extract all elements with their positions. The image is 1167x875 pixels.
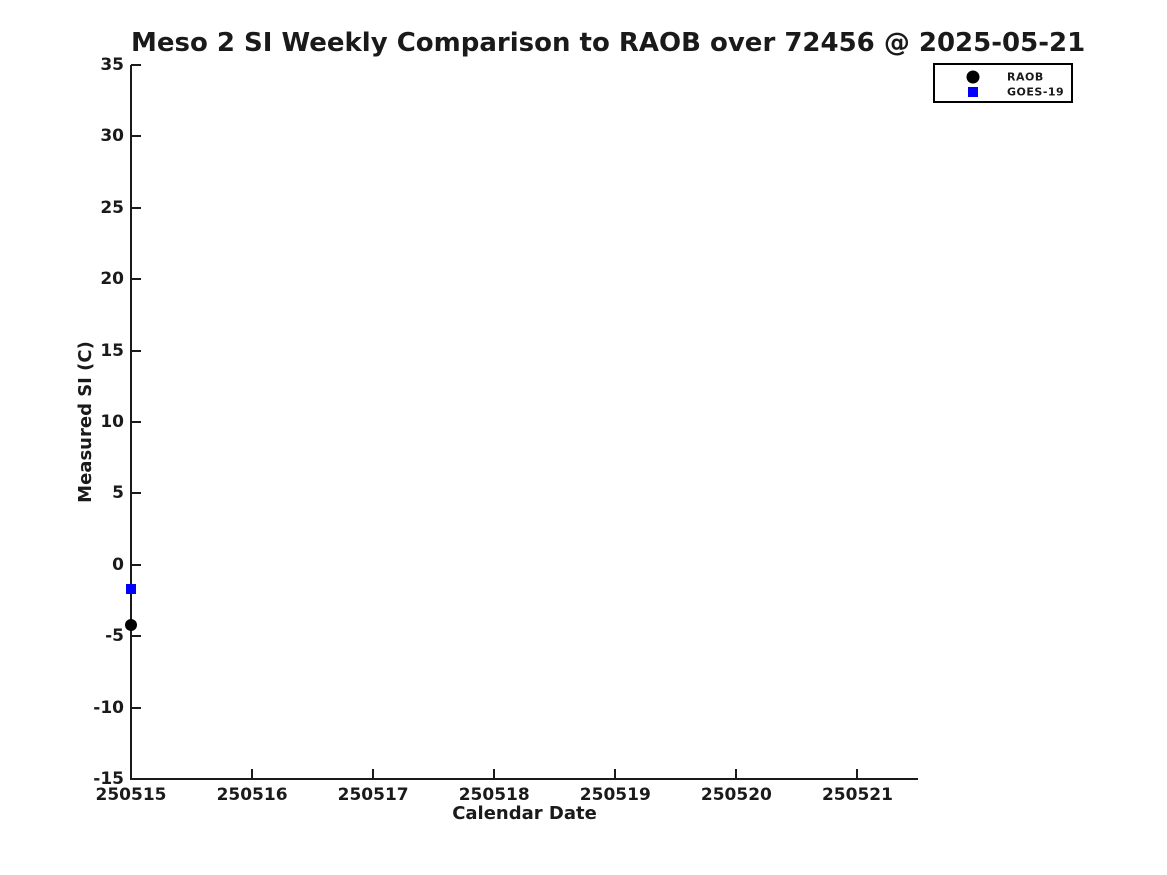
x-tick-mark bbox=[735, 769, 738, 779]
x-tick-mark bbox=[614, 769, 617, 779]
circle-marker-icon bbox=[966, 70, 980, 83]
legend-item-goes-19: GOES-19 bbox=[935, 84, 1071, 99]
y-tick-label: 15 bbox=[100, 340, 124, 361]
y-tick-label: 35 bbox=[100, 55, 124, 75]
x-tick-mark bbox=[493, 769, 496, 779]
x-tick-mark bbox=[130, 769, 132, 779]
x-tick-mark bbox=[856, 769, 859, 779]
y-tick-mark bbox=[131, 563, 141, 566]
x-tick-label: 250521 bbox=[821, 785, 893, 805]
y-tick-mark bbox=[131, 635, 141, 638]
legend-item-raob: RAOB bbox=[935, 69, 1071, 84]
y-tick-label: 25 bbox=[100, 197, 124, 218]
x-tick-label: 250519 bbox=[579, 785, 651, 805]
chart-title: Meso 2 SI Weekly Comparison to RAOB over… bbox=[131, 28, 1086, 58]
y-tick-label: -5 bbox=[105, 626, 124, 647]
legend-label: RAOB bbox=[1007, 70, 1044, 83]
x-tick-label: 250520 bbox=[700, 785, 772, 805]
y-tick-mark bbox=[131, 64, 141, 66]
y-tick-label: 0 bbox=[112, 554, 124, 575]
x-tick-label: 250517 bbox=[337, 785, 409, 805]
y-tick-label: 20 bbox=[100, 269, 124, 290]
y-tick-mark bbox=[131, 706, 141, 709]
y-tick-mark bbox=[131, 492, 141, 495]
x-tick-mark bbox=[251, 769, 254, 779]
y-tick-label: -10 bbox=[93, 697, 124, 718]
legend-label: GOES-19 bbox=[1007, 85, 1065, 98]
y-tick-mark bbox=[131, 421, 141, 423]
data-point-raob bbox=[125, 618, 137, 631]
x-tick-label: 250515 bbox=[95, 785, 167, 805]
square-marker-icon bbox=[968, 86, 978, 97]
y-tick-label: 30 bbox=[100, 126, 124, 147]
y-tick-mark bbox=[131, 135, 141, 138]
x-tick-label: 250516 bbox=[216, 785, 288, 805]
y-tick-mark bbox=[131, 206, 141, 209]
x-tick-mark bbox=[372, 769, 375, 779]
y-tick-label: 5 bbox=[112, 483, 124, 504]
y-tick-mark bbox=[131, 278, 141, 281]
y-tick-mark bbox=[131, 778, 141, 780]
x-tick-label: 250518 bbox=[458, 785, 530, 805]
y-tick-label: -15 bbox=[93, 769, 124, 789]
legend: RAOB GOES-19 bbox=[933, 63, 1073, 103]
y-tick-label: 10 bbox=[100, 412, 124, 432]
y-tick-mark bbox=[131, 349, 141, 352]
x-axis-label: Calendar Date bbox=[452, 803, 597, 824]
x-axis-line bbox=[130, 778, 918, 780]
data-point-goes-19 bbox=[126, 584, 136, 595]
